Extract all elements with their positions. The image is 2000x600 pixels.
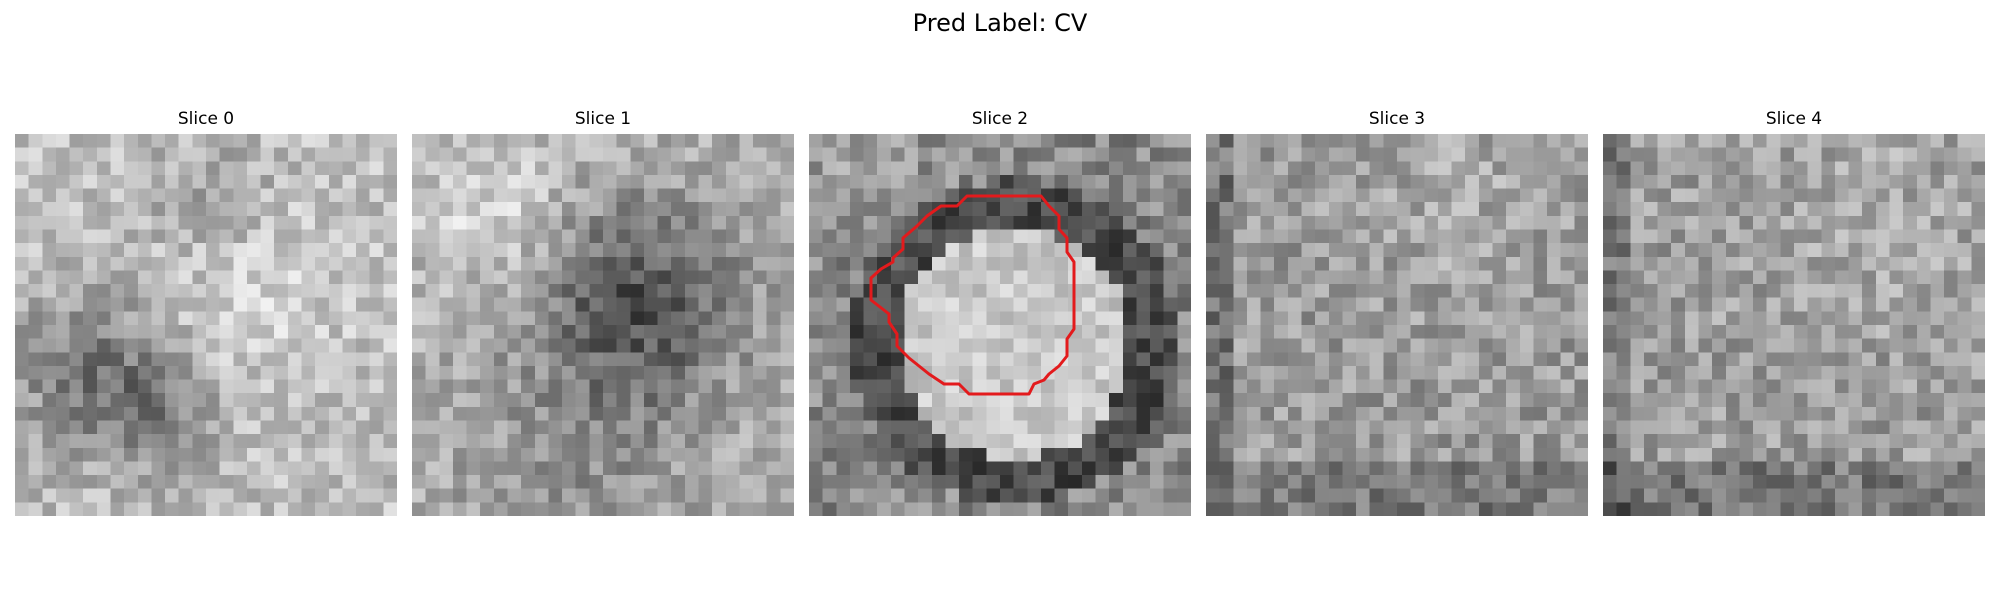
slice-image-1 [412, 134, 794, 516]
slice-panel-4: Slice 4 [1603, 108, 1985, 516]
slice-title-1: Slice 1 [574, 109, 632, 129]
slice-title-2: Slice 2 [971, 109, 1029, 129]
pixel-grid [1206, 134, 1588, 516]
slice-image-2 [809, 134, 1191, 516]
pixel-grid [412, 134, 794, 516]
slice-title-0: Slice 0 [177, 109, 235, 129]
slice-image-0 [15, 134, 397, 516]
pixel-grid [1603, 134, 1985, 516]
slice-image-4 [1603, 134, 1985, 516]
slice-title-3: Slice 3 [1368, 109, 1426, 129]
pixel-grid [15, 134, 397, 516]
slice-panel-2: Slice 2 [809, 108, 1191, 516]
pixel-grid [809, 134, 1191, 516]
slice-title-4: Slice 4 [1765, 109, 1823, 129]
figure-title: Pred Label: CV [912, 9, 1088, 37]
segmentation-outline [869, 194, 1076, 396]
slice-image-3 [1206, 134, 1588, 516]
slice-panel-3: Slice 3 [1206, 108, 1588, 516]
slice-panel-0: Slice 0 [15, 108, 397, 516]
slice-panel-1: Slice 1 [412, 108, 794, 516]
